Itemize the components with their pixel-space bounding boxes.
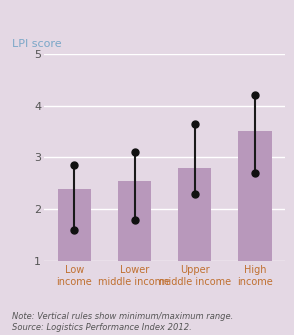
- Text: Note: Vertical rules show minimum/maximum range.
Source: Logistics Performance I: Note: Vertical rules show minimum/maximu…: [12, 312, 233, 332]
- Bar: [178, 168, 211, 261]
- Bar: [118, 181, 151, 261]
- Bar: [238, 132, 272, 261]
- Text: LPI score: LPI score: [12, 39, 61, 49]
- Bar: [58, 189, 91, 261]
